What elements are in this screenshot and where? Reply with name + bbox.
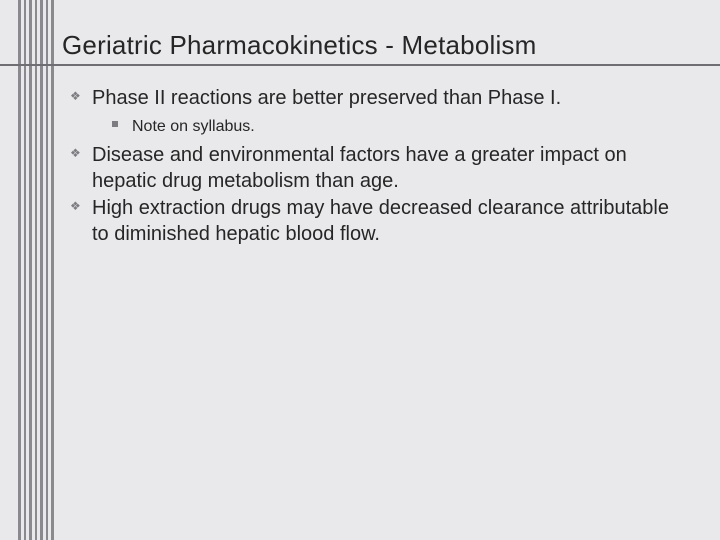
decorative-stripes [18,0,54,540]
stripe [40,0,43,540]
square-bullet-icon [112,121,118,127]
stripe [35,0,38,540]
stripe [18,0,21,540]
stripe [51,0,54,540]
list-item: ❖ Phase II reactions are better preserve… [68,86,688,137]
diamond-bullet-icon: ❖ [70,89,81,104]
bullet-text: High extraction drugs may have decreased… [92,197,669,245]
bullet-text: Disease and environmental factors have a… [92,144,627,192]
title-underline [0,64,720,66]
stripe [29,0,32,540]
diamond-bullet-icon: ❖ [70,199,81,214]
list-item: ❖ High extraction drugs may have decreas… [68,196,688,247]
stripe [46,0,49,540]
slide: Geriatric Pharmacokinetics - Metabolism … [0,0,720,540]
bullet-text: Phase II reactions are better preserved … [92,87,561,109]
diamond-bullet-icon: ❖ [70,146,81,161]
list-item: Note on syllabus. [92,116,688,138]
list-item: ❖ Disease and environmental factors have… [68,143,688,194]
bullet-text: Note on syllabus. [132,118,255,135]
slide-title: Geriatric Pharmacokinetics - Metabolism [62,30,537,61]
stripe [24,0,27,540]
slide-body: ❖ Phase II reactions are better preserve… [68,86,688,250]
